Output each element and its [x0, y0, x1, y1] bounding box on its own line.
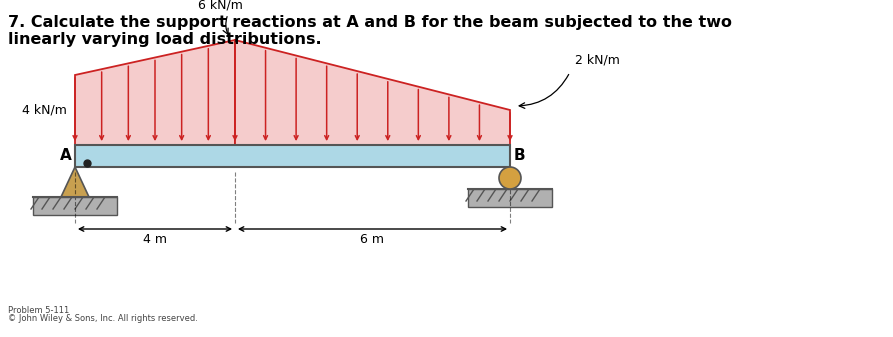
Text: © John Wiley & Sons, Inc. All rights reserved.: © John Wiley & Sons, Inc. All rights res…: [8, 314, 198, 323]
Bar: [33, 197, 117, 215]
Circle shape: [499, 167, 521, 189]
Polygon shape: [75, 40, 235, 145]
Text: A: A: [60, 148, 72, 163]
Text: 6 m: 6 m: [361, 233, 385, 246]
Polygon shape: [61, 167, 89, 197]
Polygon shape: [235, 40, 510, 145]
Text: B: B: [514, 148, 526, 163]
Bar: [75, 145, 510, 167]
Text: linearly varying load distributions.: linearly varying load distributions.: [8, 32, 321, 47]
Bar: [468, 189, 552, 207]
Text: 6 kN/m: 6 kN/m: [197, 0, 242, 12]
Text: 2 kN/m: 2 kN/m: [575, 54, 620, 66]
Text: 7. Calculate the support reactions at A and B for the beam subjected to the two: 7. Calculate the support reactions at A …: [8, 15, 732, 30]
Text: Problem 5-111: Problem 5-111: [8, 306, 70, 315]
Text: 4 m: 4 m: [143, 233, 167, 246]
Text: 4 kN/m: 4 kN/m: [22, 103, 67, 117]
